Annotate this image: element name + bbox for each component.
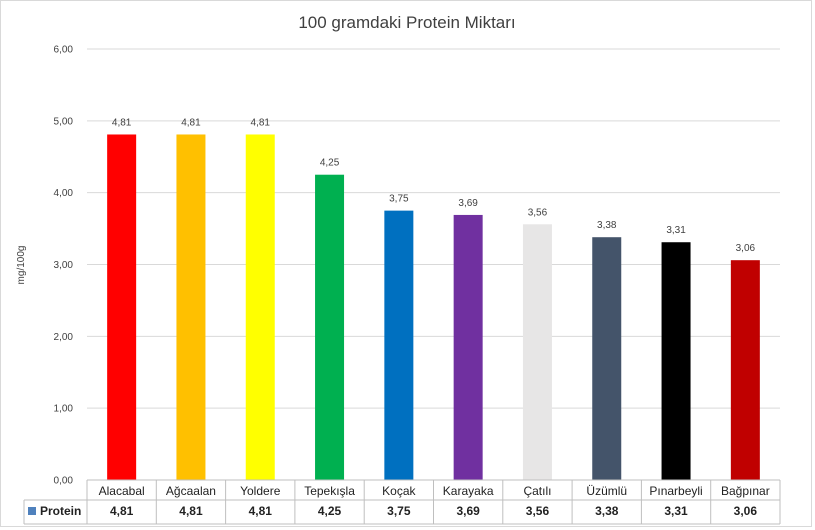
table-value: 3,06 xyxy=(734,504,758,518)
bar xyxy=(661,242,691,480)
category-label: Bağpınar xyxy=(721,484,770,498)
table-value: 3,31 xyxy=(664,504,688,518)
category-label: Tepekışla xyxy=(304,484,355,498)
y-tick-label: 1,00 xyxy=(54,404,74,415)
data-label: 4,25 xyxy=(320,158,340,169)
data-label: 3,75 xyxy=(389,194,409,205)
data-label: 4,81 xyxy=(181,117,201,128)
category-label: Üzümlü xyxy=(586,484,627,498)
bar xyxy=(730,260,760,480)
data-label: 3,38 xyxy=(597,220,617,231)
bar xyxy=(522,224,552,480)
data-labels: 4,81 4,81 4,81 4,25 3,75 3,69 3,56 3,38 3,31 3,06 xyxy=(112,117,756,254)
chart-title: 100 gramdaki Protein Miktarı xyxy=(298,13,515,32)
bar xyxy=(315,174,345,481)
legend-label: Protein xyxy=(40,504,81,518)
y-tick-label: 3,00 xyxy=(54,260,74,271)
y-tick-label: 5,00 xyxy=(54,116,74,127)
data-label: 4,81 xyxy=(112,117,132,128)
bars xyxy=(107,134,760,481)
table-value: 4,81 xyxy=(179,504,203,518)
data-label: 4,81 xyxy=(251,117,271,128)
y-tick-label: 4,00 xyxy=(54,188,74,199)
table-value: 4,81 xyxy=(249,504,273,518)
y-tick-labels: 0,00 1,00 2,00 3,00 4,00 5,00 6,00 xyxy=(54,45,74,487)
table-value: 3,69 xyxy=(456,504,480,518)
data-label: 3,69 xyxy=(458,198,478,209)
bar xyxy=(176,134,206,480)
table-value: 4,81 xyxy=(110,504,134,518)
y-tick-label: 2,00 xyxy=(54,332,74,343)
category-label: Ağcaalan xyxy=(166,484,216,498)
category-label: Çatılı xyxy=(523,484,551,498)
category-label: Pınarbeyli xyxy=(649,484,702,498)
table-value: 4,25 xyxy=(318,504,342,518)
bar xyxy=(453,214,483,480)
y-axis-label: mg/100g xyxy=(16,246,27,285)
data-label: 3,06 xyxy=(736,243,756,254)
category-label: Karayaka xyxy=(443,484,494,498)
category-label: Yoldere xyxy=(240,484,281,498)
category-label: Alacabal xyxy=(99,484,145,498)
y-tick-label: 6,00 xyxy=(54,45,74,56)
bar xyxy=(384,210,414,480)
bar xyxy=(592,237,622,480)
data-label: 3,56 xyxy=(528,207,548,218)
table-value: 3,38 xyxy=(595,504,619,518)
y-tick-label: 0,00 xyxy=(54,476,74,487)
table-value: 3,56 xyxy=(526,504,550,518)
bar xyxy=(107,134,137,480)
category-label: Koçak xyxy=(382,484,416,498)
bar xyxy=(245,134,275,480)
table-value: 3,75 xyxy=(387,504,411,518)
legend-swatch xyxy=(28,507,36,515)
data-label: 3,31 xyxy=(666,225,686,236)
data-table: Alacabal 4,81 Ağcaalan 4,81 Yoldere 4,81 Tepek… xyxy=(23,479,781,525)
